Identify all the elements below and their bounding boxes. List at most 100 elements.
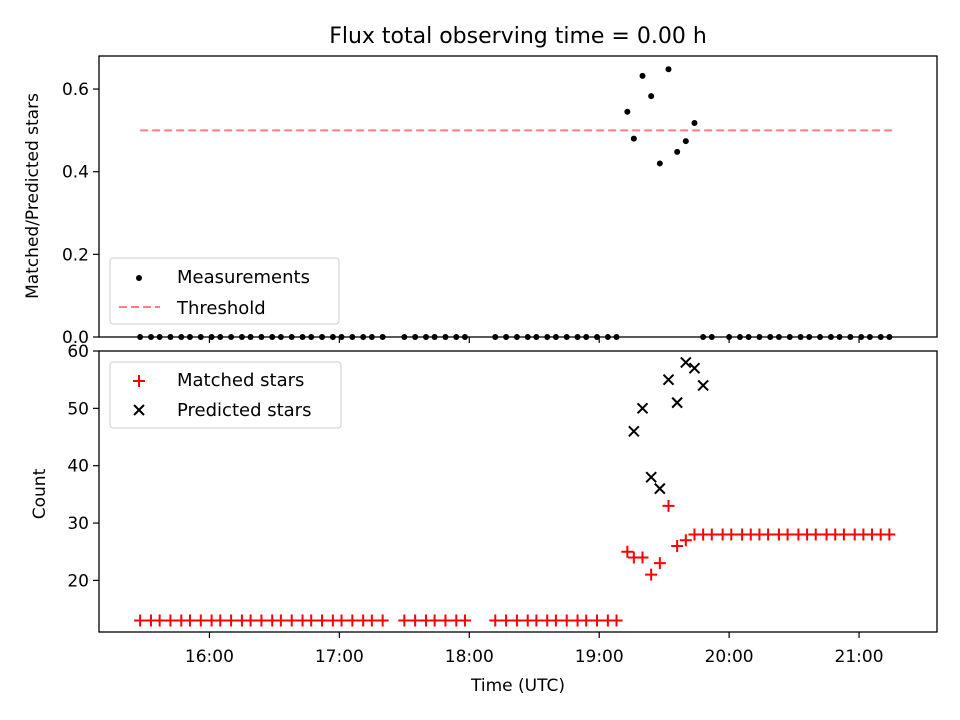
- matched-star-point: [428, 614, 441, 627]
- bottom-y-ticks: 20 30 40 50 60: [67, 342, 99, 591]
- predicted-star-point: [628, 425, 640, 437]
- matched-star-point: [610, 614, 623, 627]
- matched-star-point: [285, 614, 298, 627]
- matched-star-point: [530, 614, 543, 627]
- chart-title: Flux total observing time = 0.00 h: [329, 24, 707, 49]
- matched-star-point: [153, 614, 166, 627]
- matched-star-point: [489, 614, 502, 627]
- bottom-y-tick-label: 30: [67, 514, 89, 534]
- predicted-star-point: [688, 362, 701, 374]
- bottom-y-tick-label: 20: [67, 571, 89, 591]
- measurement-point: [639, 72, 646, 79]
- matched-star-point: [725, 528, 738, 541]
- legend-predicted-label: Predicted stars: [177, 400, 311, 421]
- measurement-point: [648, 93, 655, 100]
- measurement-point: [674, 148, 681, 155]
- matched-star-point: [781, 528, 794, 541]
- matched-star-point: [500, 614, 513, 627]
- legend-matched-marker: [133, 375, 145, 387]
- top-y-tick-label: 0.6: [62, 80, 89, 100]
- matched-star-point: [762, 528, 775, 541]
- matched-star-point: [591, 614, 604, 627]
- x-tick-label: 17:00: [315, 647, 364, 667]
- top-y-tick-label: 0.2: [62, 245, 89, 265]
- measurement-point: [656, 160, 663, 167]
- matched-star-point: [274, 614, 287, 627]
- bottom-y-tick-label: 40: [67, 457, 89, 477]
- measurement-point: [665, 66, 672, 73]
- bottom-legend: Matched stars Predicted stars: [109, 361, 342, 429]
- matched-star-point: [883, 528, 896, 541]
- predicted-star-point: [680, 356, 692, 369]
- matched-star-point: [621, 545, 634, 558]
- matched-star-point: [645, 568, 658, 581]
- matched-star-point: [346, 614, 359, 627]
- legend-measurements-label: Measurements: [177, 267, 310, 288]
- matched-star-point: [662, 499, 675, 512]
- bottom-legend-box: [109, 361, 342, 429]
- x-axis-label: Time (UTC): [470, 676, 565, 696]
- matched-star-point: [194, 614, 207, 627]
- legend-measurements-marker: [136, 275, 142, 281]
- matched-star-point: [335, 614, 348, 627]
- measurement-point: [624, 108, 631, 115]
- matched-star-point: [837, 528, 850, 541]
- measurement-point: [691, 119, 698, 126]
- top-x-ticks: [208, 337, 860, 343]
- matched-star-point: [214, 614, 227, 627]
- matched-star-point: [365, 614, 378, 627]
- top-y-tick-label: 0.0: [62, 328, 89, 348]
- legend-threshold-label: Threshold: [176, 298, 266, 319]
- top-legend: Measurements Threshold: [109, 257, 340, 325]
- matched-star-point: [409, 614, 422, 627]
- matched-star-point: [549, 614, 562, 627]
- bottom-y-tick-label: 60: [67, 342, 89, 362]
- bottom-y-tick-label: 50: [67, 399, 89, 419]
- predicted-star-point: [654, 482, 666, 495]
- top-y-tick-label: 0.4: [62, 163, 89, 183]
- top-plot-frame: [98, 55, 938, 338]
- predicted-star-point: [636, 402, 649, 415]
- bottom-x-ticks: 16:00 17:00 18:00 19:00 20:00 21:00: [185, 632, 884, 667]
- matched-star-point: [809, 528, 822, 541]
- matched-star-point: [653, 557, 666, 570]
- matched-star-point: [636, 551, 649, 564]
- matched-star-point: [580, 614, 593, 627]
- matched-star-point: [225, 614, 238, 627]
- predicted-star-point: [671, 396, 683, 409]
- x-tick-label: 16:00: [185, 647, 234, 667]
- matched-star-point: [458, 614, 471, 627]
- legend-matched-label: Matched stars: [177, 370, 304, 391]
- x-tick-label: 18:00: [445, 647, 494, 667]
- matched-star-point: [439, 614, 452, 627]
- bottom-plot-frame: [98, 350, 938, 633]
- matched-star-point: [164, 614, 177, 627]
- matched-star-point: [134, 614, 147, 627]
- bottom-panel: 20 30 40 50 60 16:00 17:00 18:00 19:00 20:00 21:0…: [30, 342, 938, 696]
- matched-star-point: [183, 614, 196, 627]
- top-legend-box: [109, 257, 340, 325]
- x-tick-label: 20:00: [705, 647, 754, 667]
- legend-predicted-marker: [133, 404, 145, 416]
- measurement-point: [682, 138, 689, 145]
- top-y-axis-label: Matched/Predicted stars: [23, 93, 43, 299]
- x-tick-label: 19:00: [575, 647, 624, 667]
- top-panel: 0.0 0.2 0.4 0.6 Matched/Predicted stars Mea…: [23, 55, 938, 348]
- predicted-star-point: [662, 373, 675, 386]
- matched-star-point: [671, 539, 684, 552]
- bottom-series-layer: [134, 356, 896, 627]
- matched-star-point: [244, 614, 257, 627]
- matched-star-point: [705, 528, 718, 541]
- matched-star-point: [255, 614, 268, 627]
- matched-star-point: [305, 614, 318, 627]
- measurement-point: [630, 135, 637, 142]
- matched-star-point: [398, 614, 411, 627]
- top-y-ticks: 0.0 0.2 0.4 0.6: [62, 80, 99, 348]
- x-tick-label: 21:00: [835, 647, 884, 667]
- matched-star-point: [376, 614, 389, 627]
- predicted-star-point: [697, 379, 709, 392]
- matched-star-point: [510, 614, 523, 627]
- matched-star-point: [316, 614, 329, 627]
- matched-star-point: [679, 534, 692, 547]
- bottom-y-axis-label: Count: [30, 468, 50, 519]
